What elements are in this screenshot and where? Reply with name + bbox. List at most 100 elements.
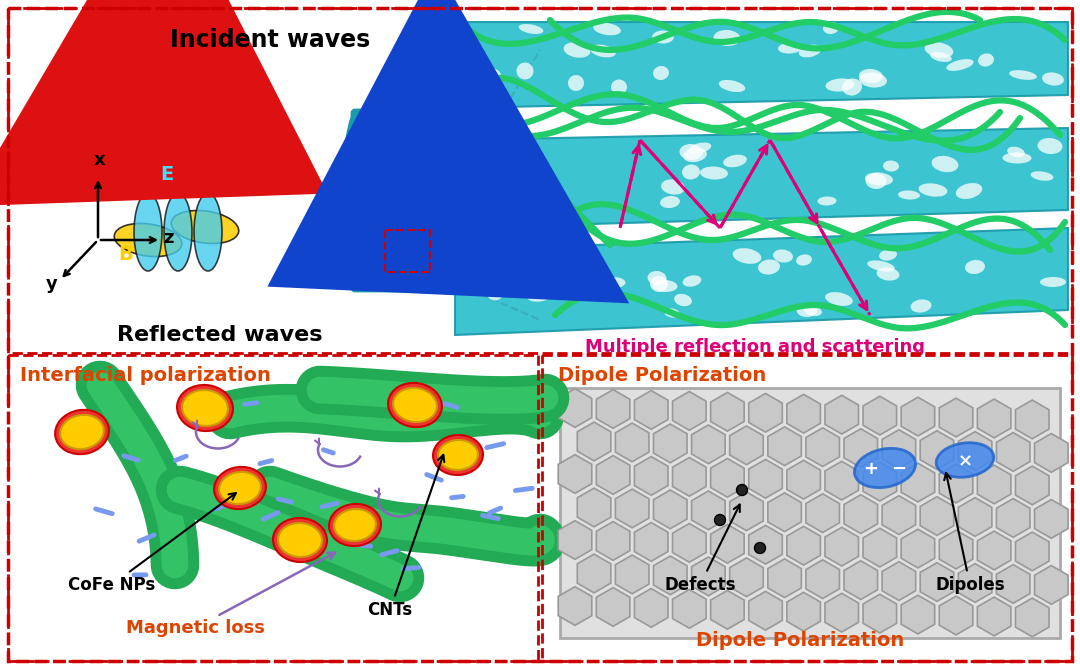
Ellipse shape [183,390,228,426]
Polygon shape [901,529,934,568]
Polygon shape [748,393,782,432]
Ellipse shape [388,383,442,427]
Ellipse shape [854,448,916,488]
Bar [542,355,1072,661]
Ellipse shape [495,247,518,258]
Polygon shape [882,429,916,468]
Polygon shape [578,554,611,593]
Polygon shape [578,488,611,527]
Ellipse shape [273,518,327,562]
Ellipse shape [924,42,954,58]
Polygon shape [1035,565,1068,604]
Ellipse shape [530,171,548,189]
Polygon shape [825,593,859,632]
Text: ×: × [958,452,973,470]
Ellipse shape [329,504,381,546]
Polygon shape [940,464,973,503]
Polygon shape [596,522,630,561]
Ellipse shape [879,250,896,261]
Polygon shape [558,455,592,493]
Ellipse shape [480,152,495,166]
Ellipse shape [689,142,712,153]
Polygon shape [843,495,878,533]
Polygon shape [673,458,706,496]
Text: Dipole Polarization: Dipole Polarization [696,631,904,650]
Text: CNTs: CNTs [367,455,444,619]
Ellipse shape [568,75,584,91]
Polygon shape [558,587,592,626]
Polygon shape [1035,434,1068,472]
Polygon shape [596,389,630,428]
Polygon shape [940,596,973,635]
Polygon shape [558,520,592,559]
Ellipse shape [930,52,951,62]
Circle shape [737,484,747,496]
Polygon shape [1015,466,1049,505]
Ellipse shape [674,294,692,306]
Ellipse shape [474,262,498,274]
Text: B: B [118,245,133,264]
FancyBboxPatch shape [352,110,451,291]
Polygon shape [977,597,1011,636]
Polygon shape [616,423,649,462]
Polygon shape [940,398,973,437]
Polygon shape [561,388,1059,638]
Polygon shape [882,496,916,535]
Ellipse shape [514,179,542,193]
Ellipse shape [719,80,745,92]
Ellipse shape [519,175,540,187]
Ellipse shape [611,80,627,94]
Bar [8,355,538,661]
Ellipse shape [134,193,162,271]
Text: x: x [94,151,106,169]
Polygon shape [455,128,1068,228]
Polygon shape [653,424,687,463]
Ellipse shape [114,223,181,256]
Polygon shape [1015,598,1049,637]
Ellipse shape [653,66,669,80]
Polygon shape [825,395,859,434]
Ellipse shape [482,252,508,266]
Ellipse shape [194,193,222,271]
Polygon shape [920,563,954,601]
Ellipse shape [219,472,261,504]
Ellipse shape [679,144,702,160]
Ellipse shape [1002,153,1031,163]
Text: Dipole Polarization: Dipole Polarization [558,366,766,385]
Polygon shape [711,458,744,497]
Ellipse shape [1030,171,1053,181]
Ellipse shape [481,68,501,82]
Ellipse shape [650,276,667,292]
Polygon shape [863,462,896,501]
Polygon shape [634,456,667,495]
Ellipse shape [700,167,728,179]
Text: Dipoles: Dipoles [935,473,1004,594]
Polygon shape [653,556,687,595]
Ellipse shape [494,163,512,174]
Text: Interfacial polarization: Interfacial polarization [21,366,271,385]
Ellipse shape [919,183,947,197]
Polygon shape [843,429,878,468]
Text: −: − [891,460,906,478]
Bar [384,230,430,272]
Ellipse shape [778,42,802,54]
Ellipse shape [823,22,839,34]
Polygon shape [730,558,764,597]
Polygon shape [691,425,725,464]
Ellipse shape [883,161,899,171]
Ellipse shape [164,193,192,271]
Ellipse shape [818,197,837,205]
Polygon shape [920,496,954,535]
Ellipse shape [652,31,674,43]
Circle shape [715,514,726,526]
Ellipse shape [825,78,854,92]
Polygon shape [863,396,896,435]
Polygon shape [748,591,782,630]
Polygon shape [558,389,592,427]
Text: CoFe NPs: CoFe NPs [68,493,235,594]
Ellipse shape [732,248,761,264]
Ellipse shape [842,78,862,96]
Ellipse shape [758,260,780,274]
Text: y: y [46,275,58,293]
Ellipse shape [683,275,701,287]
